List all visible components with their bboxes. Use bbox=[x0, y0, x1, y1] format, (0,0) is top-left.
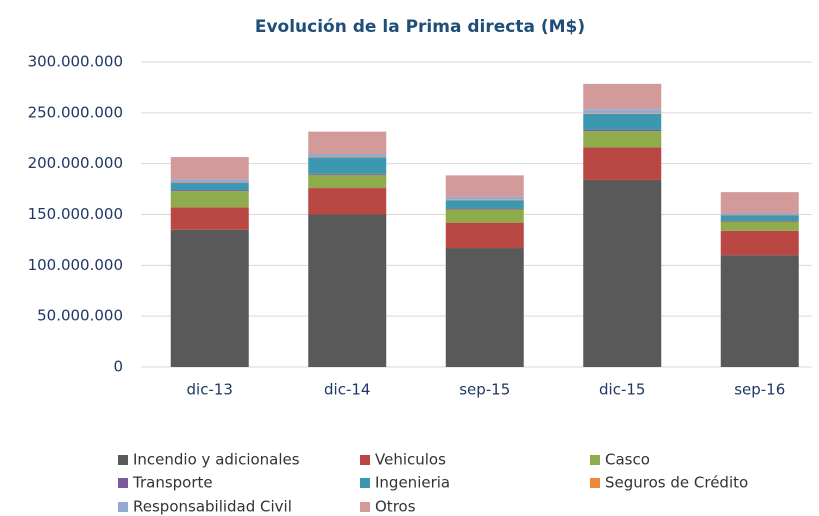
bar-segment bbox=[445, 199, 524, 201]
legend-swatch bbox=[360, 478, 370, 488]
bar-segment bbox=[308, 157, 387, 158]
bar-segment bbox=[720, 215, 799, 221]
legend-label: Otros bbox=[375, 498, 416, 516]
bar-segment bbox=[308, 173, 387, 175]
bar-segment bbox=[583, 147, 662, 180]
legend-swatch bbox=[590, 478, 600, 488]
bar-segment bbox=[445, 196, 524, 200]
bar-segment bbox=[308, 214, 387, 367]
bar-segment bbox=[583, 131, 662, 148]
legend-label: Seguros de Crédito bbox=[605, 474, 748, 492]
y-tick-label: 200.000.000 bbox=[28, 154, 123, 172]
bar-segment bbox=[583, 83, 662, 110]
bar-segment bbox=[720, 220, 799, 222]
x-tick-label: sep-16 bbox=[734, 381, 785, 399]
bar-segment bbox=[445, 209, 524, 223]
legend-label: Ingenieria bbox=[375, 474, 450, 492]
legend-swatch bbox=[360, 455, 370, 465]
bar-segment bbox=[583, 179, 662, 367]
bar-segment bbox=[445, 175, 524, 197]
bar-segment bbox=[170, 207, 249, 230]
y-tick-label: 300.000.000 bbox=[28, 53, 123, 71]
bar-segment bbox=[170, 191, 249, 208]
bar-segment bbox=[170, 157, 249, 180]
y-tick-label: 150.000.000 bbox=[28, 205, 123, 223]
legend-swatch bbox=[590, 455, 600, 465]
y-tick-label: 250.000.000 bbox=[28, 103, 123, 121]
bar-segment bbox=[583, 113, 662, 130]
y-tick-label: 100.000.000 bbox=[28, 256, 123, 274]
bar-segment bbox=[445, 248, 524, 367]
y-tick-label: 50.000.000 bbox=[37, 307, 123, 325]
bar-segment bbox=[308, 188, 387, 215]
legend-swatch bbox=[118, 478, 128, 488]
x-tick-label: dic-14 bbox=[324, 381, 370, 399]
bar-segment bbox=[720, 192, 799, 213]
legend-swatch bbox=[118, 455, 128, 465]
legend-label: Transporte bbox=[132, 474, 213, 492]
bar-segment bbox=[308, 174, 387, 189]
bar-segment bbox=[720, 221, 799, 231]
bar-segment bbox=[170, 229, 249, 367]
bar-segment bbox=[583, 129, 662, 132]
legend-label: Vehiculos bbox=[375, 451, 446, 469]
bar-segment bbox=[170, 182, 249, 183]
bar-segment bbox=[720, 212, 799, 216]
chart-title: Evolución de la Prima directa (M$) bbox=[255, 17, 585, 37]
bar-segment bbox=[445, 222, 524, 249]
x-tick-label: sep-15 bbox=[459, 381, 510, 399]
legend-label: Responsabilidad Civil bbox=[133, 498, 292, 516]
bar-segment bbox=[170, 190, 249, 192]
legend-label: Casco bbox=[605, 451, 650, 469]
legend-swatch bbox=[118, 502, 128, 512]
bar-segment bbox=[170, 182, 249, 191]
legend-swatch bbox=[360, 502, 370, 512]
y-tick-label: 0 bbox=[113, 358, 123, 376]
bar-segment bbox=[308, 157, 387, 174]
bar-segment bbox=[720, 215, 799, 216]
bar-segment bbox=[720, 255, 799, 367]
x-tick-label: dic-13 bbox=[187, 381, 233, 399]
bar-segment bbox=[170, 179, 249, 183]
x-tick-label: dic-15 bbox=[599, 381, 645, 399]
bar-segment bbox=[445, 208, 524, 210]
legend-label: Incendio y adicionales bbox=[133, 451, 300, 469]
bar-segment bbox=[720, 230, 799, 256]
bar-segment bbox=[308, 154, 387, 158]
bar-segment bbox=[445, 200, 524, 209]
bar-segment bbox=[308, 131, 387, 155]
bar-segment bbox=[583, 109, 662, 114]
bar-segment bbox=[583, 113, 662, 114]
